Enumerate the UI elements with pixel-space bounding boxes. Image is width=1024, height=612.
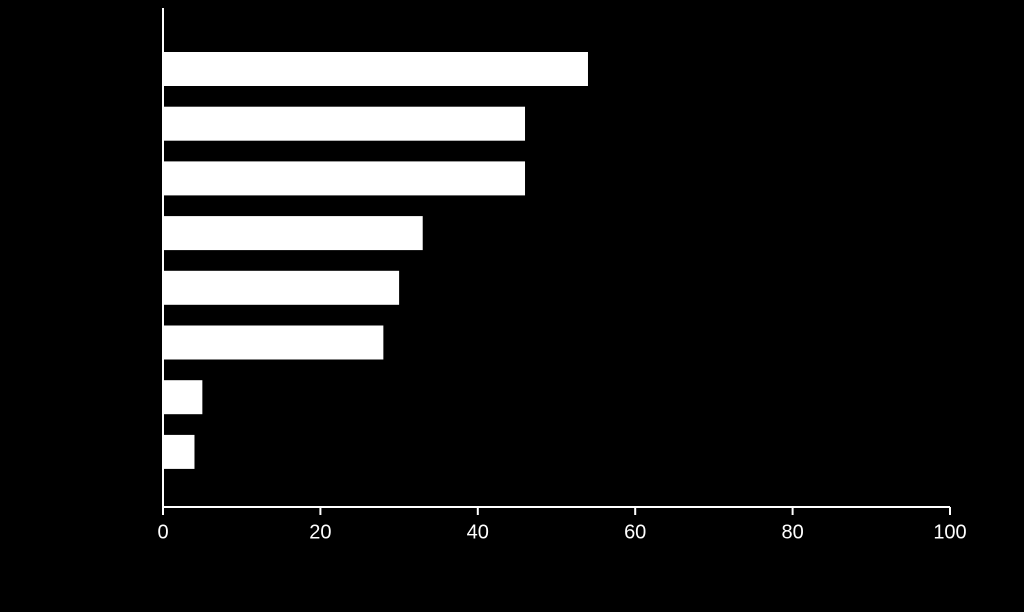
bar (163, 434, 195, 469)
x-tick-label: 80 (781, 521, 803, 543)
x-tick-label: 60 (624, 521, 646, 543)
bar (163, 52, 588, 86)
bar (163, 216, 423, 251)
bar (163, 161, 526, 196)
bar (163, 270, 400, 305)
bar (163, 325, 384, 360)
x-tick-label: 100 (933, 521, 966, 543)
bar (163, 106, 526, 141)
x-tick-label: 40 (467, 521, 489, 543)
x-tick-label: 0 (157, 521, 168, 543)
x-tick-label: 20 (309, 521, 331, 543)
bar (163, 380, 203, 415)
